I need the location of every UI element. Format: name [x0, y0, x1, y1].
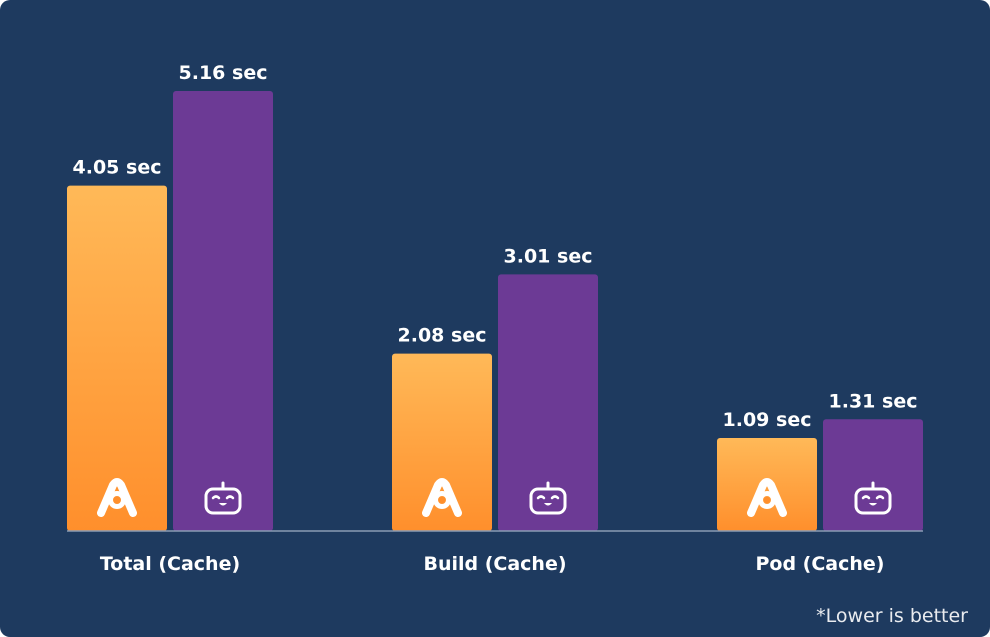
bar-series-1-1	[392, 353, 492, 531]
bar-series-2-0	[173, 91, 273, 531]
value-label: 4.05 sec	[73, 157, 162, 179]
category-label: Build (Cache)	[423, 553, 566, 575]
value-label: 1.09 sec	[723, 409, 812, 431]
a-logo-icon	[747, 478, 787, 517]
category-label: Total (Cache)	[100, 553, 240, 575]
bar-series-1-0	[67, 185, 167, 531]
a-logo-icon	[422, 478, 462, 517]
value-label: 5.16 sec	[179, 62, 268, 84]
robot-face-icon	[529, 481, 567, 515]
category-label: Pod (Cache)	[755, 553, 884, 575]
footnote-lower-is-better: *Lower is better	[816, 605, 968, 627]
robot-face-icon	[854, 481, 892, 515]
value-label: 3.01 sec	[504, 245, 593, 267]
a-logo-icon	[97, 478, 137, 517]
value-label: 1.31 sec	[829, 390, 918, 412]
bar-series-2-1	[498, 274, 598, 531]
bar-series-2-2	[823, 419, 923, 531]
value-label: 2.08 sec	[398, 325, 487, 347]
robot-face-icon	[204, 481, 242, 515]
